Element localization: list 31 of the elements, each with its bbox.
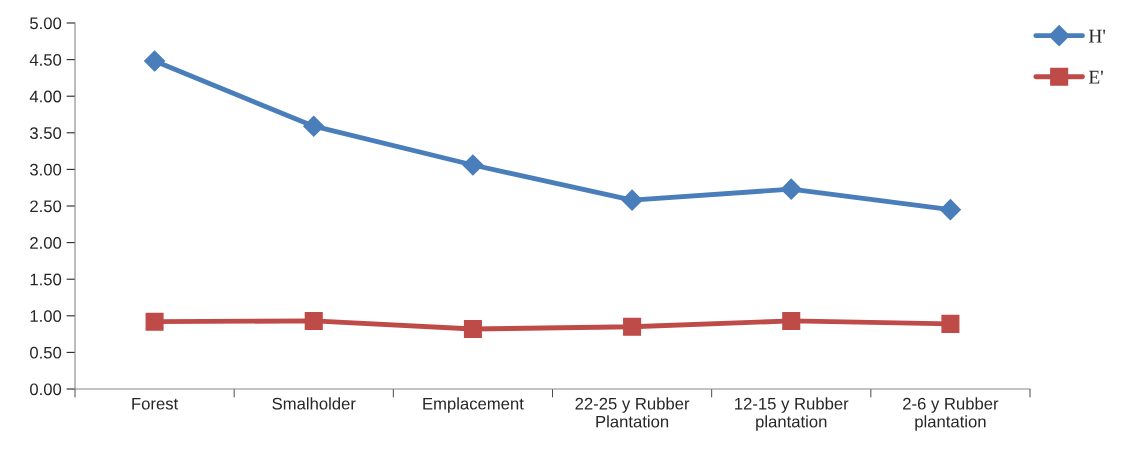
y-tick-label: 3.50	[30, 127, 62, 139]
y-tick-label: 2.50	[30, 200, 62, 213]
point	[941, 314, 960, 333]
y-tick-label: 3.00	[30, 163, 62, 176]
point	[621, 189, 643, 211]
y-tick-label: 1.00	[30, 310, 62, 322]
point	[462, 154, 484, 176]
x-tick-label: Emplacement	[423, 397, 524, 413]
point	[303, 115, 325, 137]
x-tick-label: 22-25 y Rubber Plantation	[575, 397, 690, 428]
point	[144, 50, 166, 72]
point	[463, 319, 482, 339]
point	[304, 311, 323, 330]
y-tick-label: 0.00	[30, 383, 62, 396]
y-tick-label: 4.00	[29, 90, 62, 103]
point	[145, 312, 164, 331]
y-tick-label: 4.50	[29, 54, 62, 66]
y-tick-label: 2.00	[30, 237, 62, 249]
legend-label: H'	[1088, 29, 1106, 43]
y-tick-label: 5.00	[30, 17, 62, 30]
point	[623, 317, 642, 336]
x-tick-label: Forest	[132, 397, 179, 410]
x-tick-label: 2-6 y Rubber plantation	[903, 397, 999, 431]
y-tick-label: 1.50	[30, 273, 62, 286]
point	[780, 178, 802, 200]
legend-label: E'	[1088, 70, 1103, 84]
x-tick-label: 12-15 y Rubber plantation	[735, 397, 849, 431]
point	[939, 199, 961, 221]
point	[782, 311, 801, 330]
x-tick-label: Smalholder	[272, 397, 356, 410]
y-tick-label: 0.50	[30, 346, 62, 359]
